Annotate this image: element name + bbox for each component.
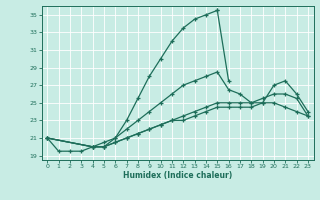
X-axis label: Humidex (Indice chaleur): Humidex (Indice chaleur) bbox=[123, 171, 232, 180]
